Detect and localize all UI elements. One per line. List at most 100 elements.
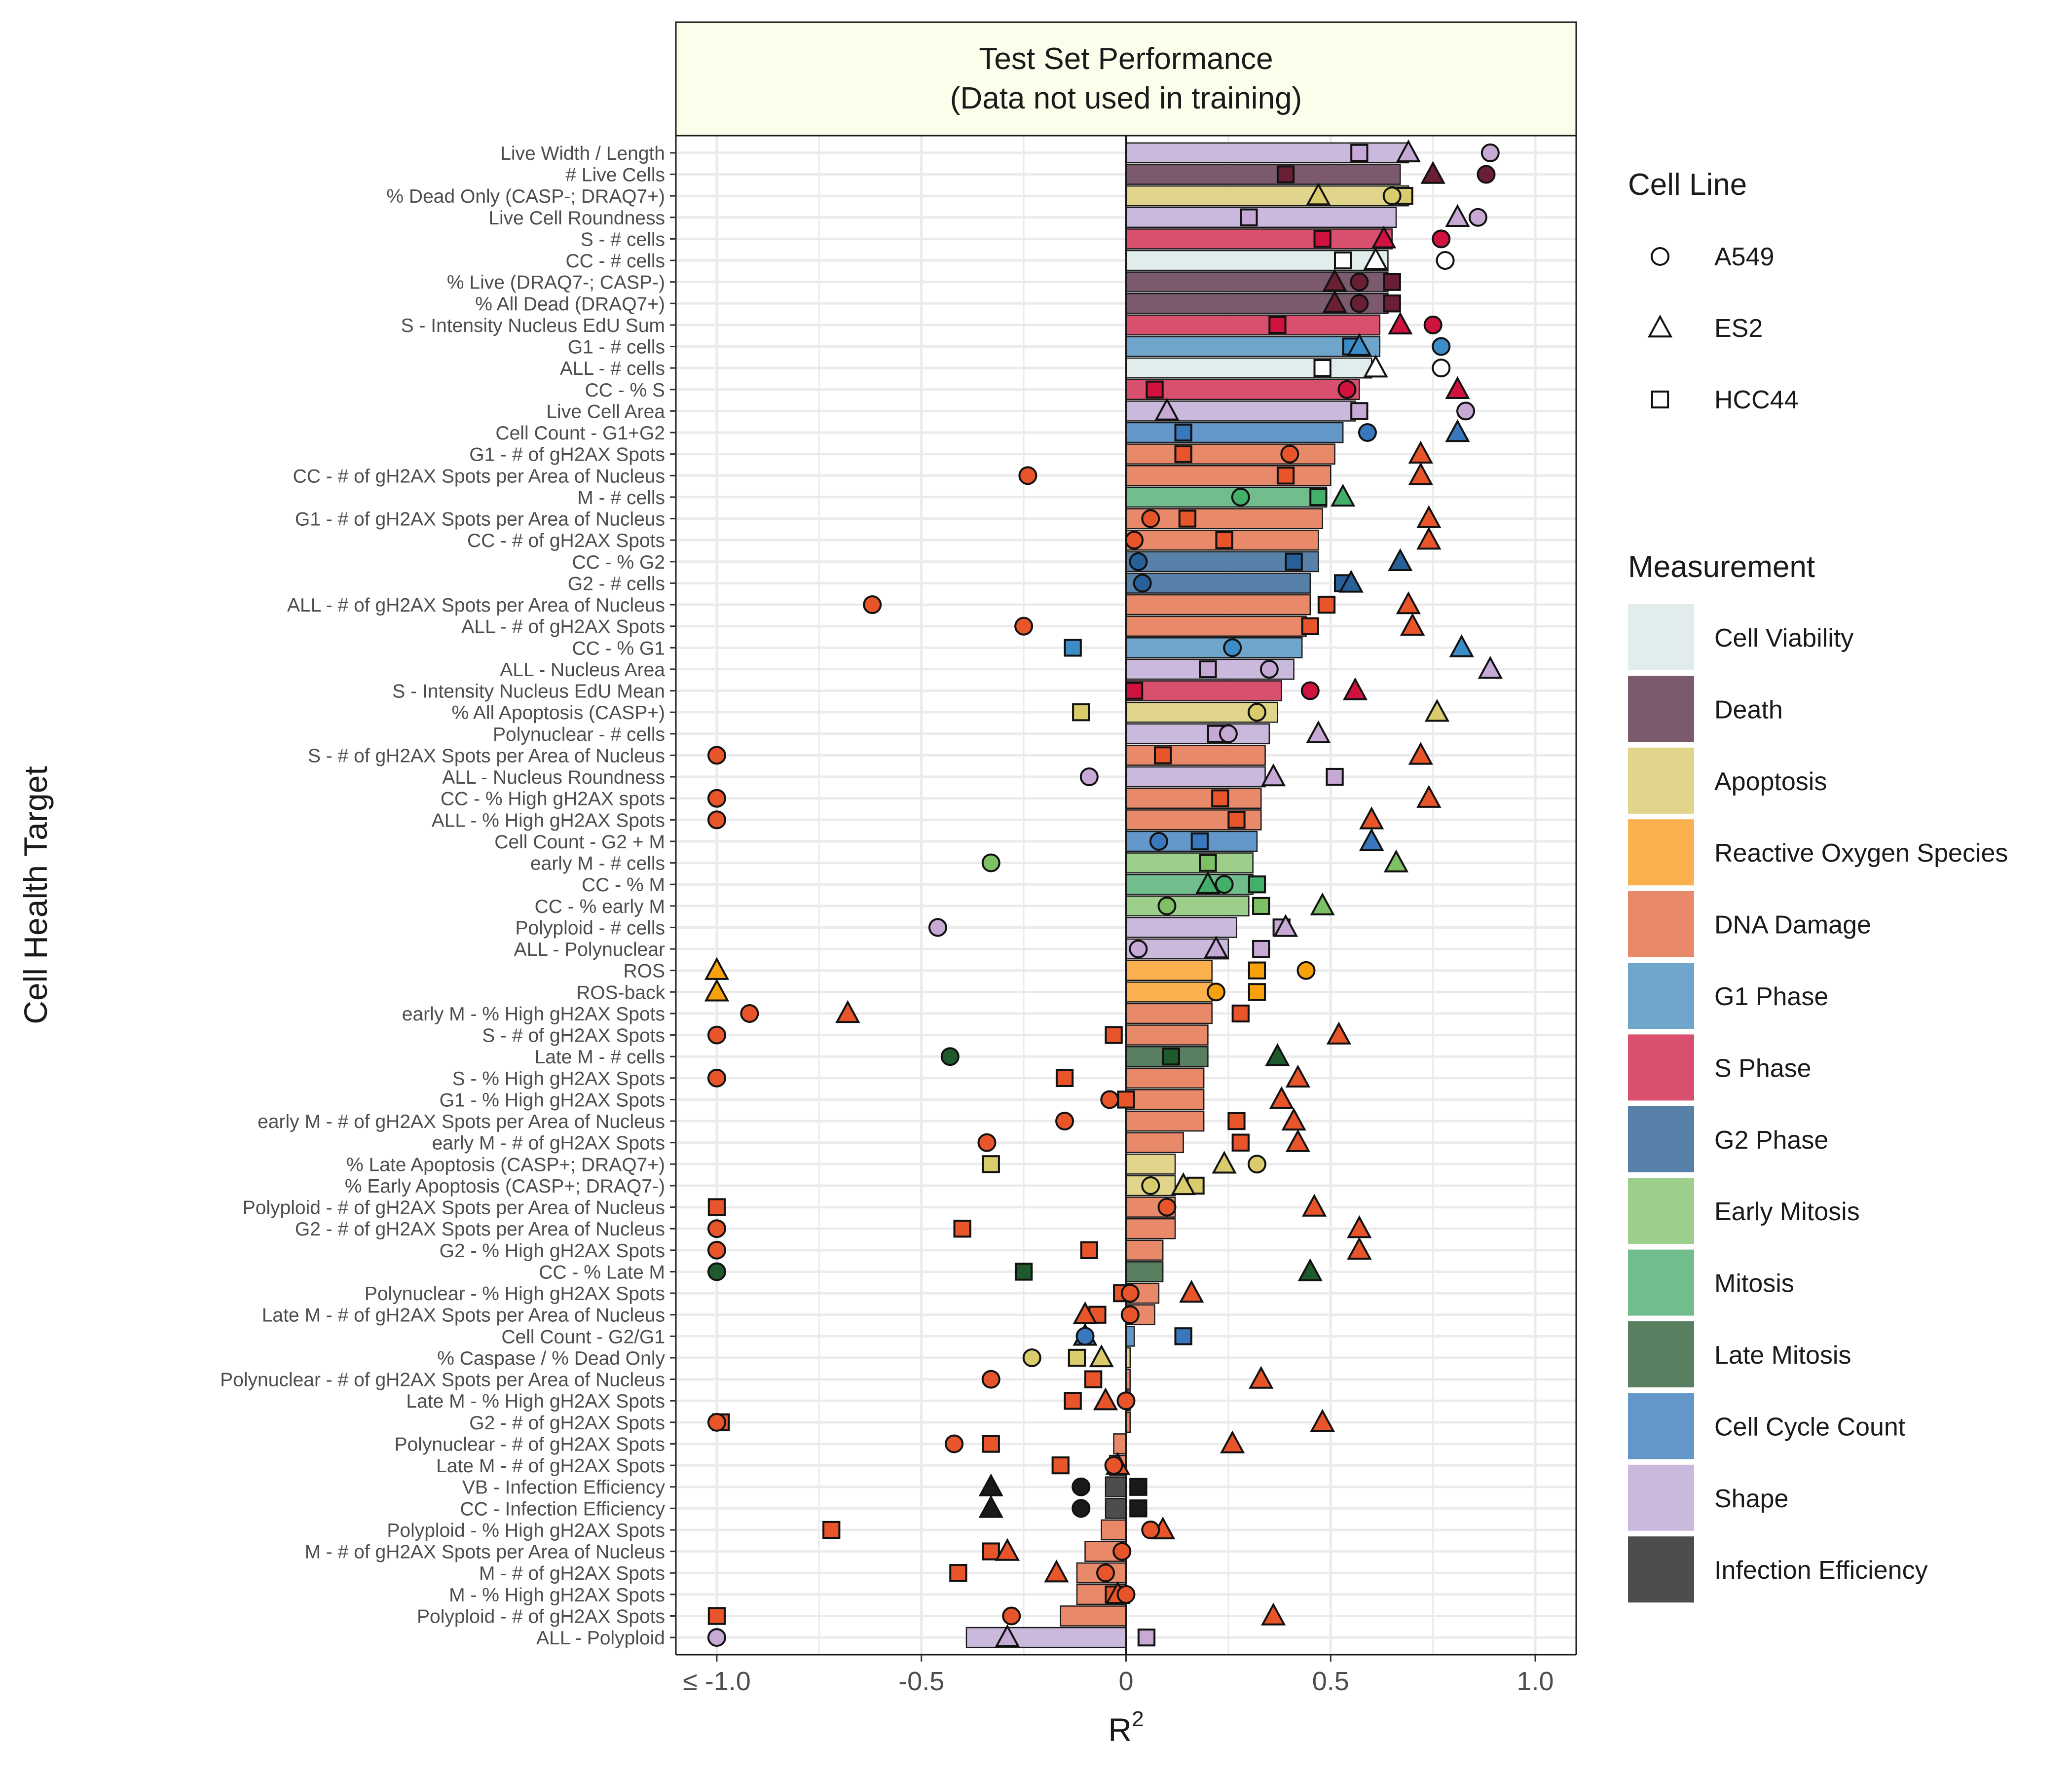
point-a549-11 bbox=[1337, 380, 1357, 399]
measurement-legend-swatch-9 bbox=[1628, 1249, 1694, 1316]
point-a549-45 bbox=[1055, 1112, 1074, 1131]
bar-62 bbox=[1105, 1476, 1127, 1498]
y-tick-label-18: CC - # of gH2AX Spots bbox=[467, 530, 665, 551]
bar-29 bbox=[1125, 766, 1266, 788]
y-tick-label-11: CC - % S bbox=[585, 380, 665, 401]
point-hcc44-56 bbox=[1068, 1348, 1086, 1367]
x-tick-label-3: 0.5 bbox=[1312, 1667, 1349, 1696]
cell-line-legend-title: Cell Line bbox=[1628, 168, 1747, 202]
bar-23 bbox=[1125, 637, 1303, 658]
point-hcc44-31 bbox=[1227, 811, 1246, 829]
bar-1 bbox=[1125, 164, 1401, 185]
x-tick-label-4: 1.0 bbox=[1517, 1667, 1554, 1696]
point-hcc44-0 bbox=[1350, 144, 1369, 162]
point-a549-38 bbox=[1296, 961, 1316, 980]
bar-38 bbox=[1125, 960, 1213, 981]
point-hcc44-57 bbox=[1084, 1370, 1103, 1388]
point-hcc44-12 bbox=[1350, 402, 1369, 420]
point-hcc44-22 bbox=[1301, 617, 1319, 635]
measurement-legend-swatch-10 bbox=[1628, 1321, 1694, 1387]
bar-36 bbox=[1125, 917, 1237, 938]
measurement-legend-swatch-7 bbox=[1628, 1106, 1694, 1172]
measurement-legend-swatch-6 bbox=[1628, 1034, 1694, 1101]
point-hcc44-28 bbox=[1154, 746, 1172, 764]
point-a549-47 bbox=[1247, 1155, 1266, 1174]
bar-45 bbox=[1125, 1110, 1205, 1132]
bar-52 bbox=[1125, 1261, 1164, 1282]
legend-a549-icon bbox=[1651, 247, 1669, 266]
bar-11 bbox=[1125, 379, 1360, 400]
point-es2-29 bbox=[1260, 763, 1286, 787]
y-tick-label-24: ALL - Nucleus Area bbox=[500, 659, 665, 681]
point-es2-40 bbox=[835, 1000, 860, 1023]
bar-15 bbox=[1125, 465, 1332, 486]
y-tick-label-37: ALL - Polynuclear bbox=[514, 939, 665, 960]
y-tick-label-40: early M - % High gH2AX Spots bbox=[402, 1004, 665, 1025]
y-tick-label-50: G2 - # of gH2AX Spots per Area of Nucleu… bbox=[295, 1219, 665, 1240]
measurement-legend-swatch-12 bbox=[1628, 1464, 1694, 1531]
measurement-legend-swatch-11 bbox=[1628, 1393, 1694, 1459]
point-es2-28 bbox=[1408, 742, 1433, 765]
legend-hcc44-icon bbox=[1651, 390, 1669, 409]
y-tick-label-45: early M - # of gH2AX Spots per Area of N… bbox=[258, 1111, 665, 1132]
point-es2-32 bbox=[1359, 828, 1384, 851]
point-es2-43 bbox=[1285, 1064, 1311, 1088]
point-a549-8 bbox=[1423, 315, 1443, 334]
bar-22 bbox=[1125, 616, 1307, 637]
y-tick-label-67: M - % High gH2AX Spots bbox=[449, 1585, 665, 1606]
y-tick-label-13: Cell Count - G1+G2 bbox=[495, 423, 665, 444]
y-tick-label-65: M - # of gH2AX Spots per Area of Nucleus bbox=[304, 1542, 665, 1563]
point-es2-2 bbox=[1306, 182, 1331, 206]
measurement-legend-swatch-0 bbox=[1628, 604, 1694, 670]
point-a549-31 bbox=[707, 810, 726, 830]
point-a549-43 bbox=[707, 1068, 726, 1088]
point-hcc44-55 bbox=[1174, 1327, 1192, 1345]
bar-3 bbox=[1125, 207, 1397, 228]
point-hcc44-1 bbox=[1276, 165, 1295, 183]
point-a549-25 bbox=[1300, 681, 1320, 700]
point-hcc44-69 bbox=[1137, 1628, 1156, 1647]
point-hcc44-66 bbox=[949, 1564, 967, 1582]
legend-es2-icon bbox=[1647, 314, 1673, 338]
bar-64 bbox=[1101, 1519, 1127, 1541]
y-tick-label-62: VB - Infection Efficiency bbox=[462, 1477, 666, 1498]
point-hcc44-46 bbox=[1231, 1133, 1250, 1152]
bar-21 bbox=[1125, 594, 1311, 616]
point-hcc44-50 bbox=[953, 1220, 971, 1238]
point-a549-17 bbox=[1141, 509, 1160, 528]
bar-39 bbox=[1125, 981, 1213, 1003]
point-a549-1 bbox=[1477, 165, 1496, 184]
y-tick-label-39: ROS-back bbox=[576, 982, 665, 1003]
bar-44 bbox=[1125, 1089, 1205, 1110]
y-tick-label-43: S - % High gH2AX Spots bbox=[452, 1068, 665, 1089]
bar-25 bbox=[1125, 680, 1282, 701]
y-tick-label-0: Live Width / Length bbox=[500, 143, 665, 164]
y-tick-label-36: Polyploid - # cells bbox=[516, 917, 665, 939]
point-es2-63 bbox=[978, 1495, 1003, 1518]
point-hcc44-3 bbox=[1240, 208, 1258, 226]
y-tick-label-1: # Live Cells bbox=[565, 165, 665, 186]
point-a549-4 bbox=[1432, 229, 1451, 249]
bar-55 bbox=[1125, 1326, 1135, 1347]
point-hcc44-64 bbox=[822, 1521, 841, 1539]
measurement-legend-label-11: Cell Cycle Count bbox=[1714, 1413, 1906, 1441]
point-a549-61 bbox=[1104, 1456, 1123, 1475]
point-es2-37 bbox=[1203, 935, 1229, 959]
point-es2-16 bbox=[1330, 483, 1356, 507]
point-es2-13 bbox=[1445, 419, 1470, 442]
measurement-legend-title: Measurement bbox=[1628, 550, 1815, 584]
point-a549-64 bbox=[1141, 1520, 1160, 1539]
point-es2-52 bbox=[1297, 1258, 1323, 1281]
cell-line-legend-label-0: A549 bbox=[1714, 243, 1774, 271]
point-es2-19 bbox=[1388, 548, 1413, 572]
y-tick-label-46: early M - # of gH2AX Spots bbox=[432, 1133, 665, 1154]
x-tick-label-0: ≤ -1.0 bbox=[683, 1667, 751, 1696]
point-a549-66 bbox=[1096, 1563, 1115, 1583]
y-tick-label-19: CC - % G2 bbox=[572, 552, 665, 573]
measurement-legend-label-5: G1 Phase bbox=[1714, 982, 1828, 1011]
bar-10 bbox=[1125, 357, 1372, 379]
point-es2-35 bbox=[1310, 892, 1335, 916]
y-tick-label-35: CC - % early M bbox=[535, 896, 665, 917]
point-hcc44-14 bbox=[1174, 445, 1192, 463]
x-tick-label-2: 0 bbox=[1118, 1667, 1133, 1696]
